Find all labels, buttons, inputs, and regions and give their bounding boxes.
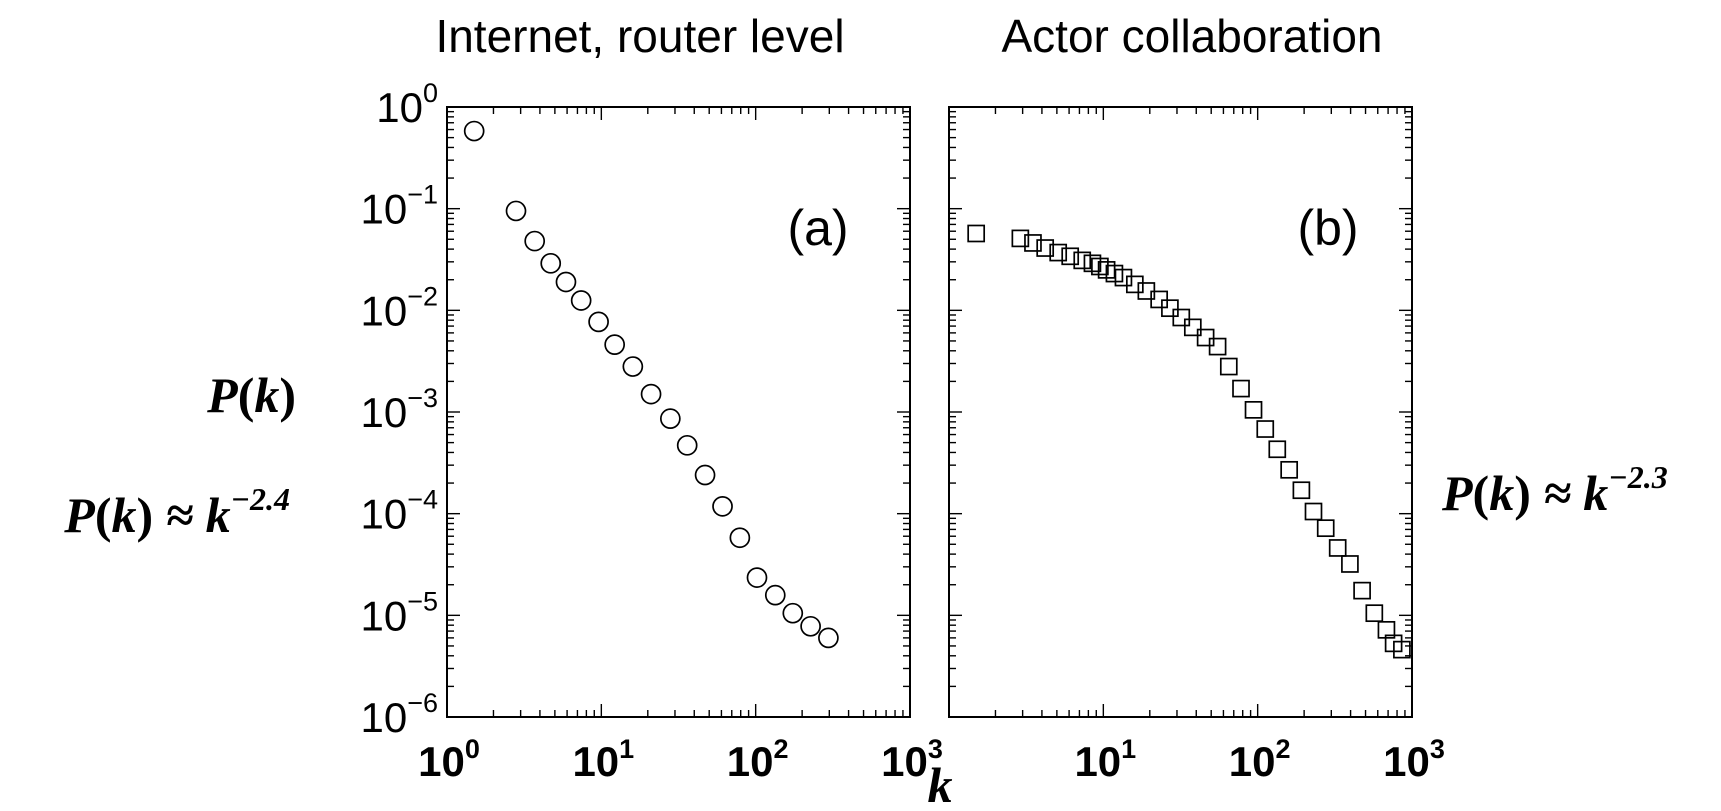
data-point [1316, 519, 1335, 538]
data-point [1219, 357, 1238, 376]
data-point [659, 408, 681, 430]
data-point [1232, 379, 1250, 398]
data-point [604, 334, 626, 355]
data-point [1024, 234, 1042, 252]
data-point [1105, 264, 1124, 283]
x-axis-label: k [928, 757, 953, 811]
data-point [1114, 268, 1133, 287]
data-point [1091, 257, 1109, 276]
data-point [1341, 555, 1359, 573]
data-point [1196, 328, 1215, 347]
panel-b-x-tick-labels: 101 102 103 [1074, 734, 1444, 785]
data-point [505, 200, 527, 222]
y-tick-labels: 100 10−1 10−2 10−3 10−4 10−5 10−6 [360, 78, 438, 741]
data-point [818, 627, 839, 649]
y-tick-label: 10−4 [360, 485, 438, 538]
data-point [1393, 640, 1411, 659]
x-tick-label: 100 [418, 734, 480, 785]
data-point [1304, 502, 1323, 521]
data-point [1049, 243, 1068, 262]
y-tick-label: 10−1 [360, 180, 438, 233]
data-point [1073, 251, 1092, 270]
data-point [570, 290, 592, 311]
data-point [1256, 420, 1275, 438]
data-point [622, 356, 644, 377]
data-point [1244, 400, 1263, 419]
panel-b-points [967, 224, 1411, 659]
data-point [764, 584, 786, 606]
panel-a-frame [446, 106, 911, 718]
panel-b-frame [948, 106, 1413, 718]
x-tick-label: 101 [1074, 734, 1136, 785]
data-point [1036, 239, 1055, 257]
panel-a-ticks [446, 106, 911, 718]
panel-a-x-tick-labels: 100 101 102 103 [418, 734, 943, 785]
panel-b-title: Actor collaboration [1002, 10, 1383, 62]
data-point [1365, 604, 1384, 623]
x-tick-label: 101 [572, 734, 634, 785]
data-point [1061, 247, 1080, 266]
data-point [640, 383, 662, 405]
data-point [967, 224, 986, 243]
data-point [1292, 481, 1311, 500]
data-point [729, 527, 751, 549]
panel-b-ticks [948, 106, 1413, 718]
data-point [524, 230, 546, 252]
data-point [712, 496, 733, 517]
y-tick-label: 10−6 [360, 688, 438, 741]
data-point [463, 120, 485, 142]
data-point [1172, 308, 1191, 327]
panel-a-fit-annotation: P(k) ≈ k−2.4 [63, 481, 290, 543]
panel-a-annotation-text: P(k) ≈ k−2.4 [63, 481, 290, 543]
y-axis-label: P(k) [206, 367, 296, 423]
y-tick-label: 100 [376, 78, 438, 131]
y-axis-label-text: P(k) [206, 367, 296, 423]
panel-b-label: (b) [1297, 200, 1358, 256]
data-point [1183, 318, 1202, 337]
panel-a-label: (a) [787, 200, 848, 256]
y-tick-label: 10−2 [360, 281, 438, 334]
y-tick-label: 10−5 [360, 586, 438, 639]
x-tick-label: 102 [727, 734, 789, 785]
data-point [1208, 337, 1227, 356]
panel-a-title: Internet, router level [435, 10, 844, 62]
data-point [540, 252, 562, 274]
data-point [555, 271, 577, 293]
data-point [694, 464, 716, 486]
data-point [1280, 460, 1299, 479]
x-axis-label-text: k [928, 757, 953, 811]
data-point [1268, 440, 1287, 459]
data-point [588, 311, 609, 333]
panel-b-annotation-text: P(k) ≈ k−2.3 [1441, 459, 1668, 521]
data-point [746, 567, 768, 588]
data-point [1353, 581, 1371, 600]
data-point [1328, 539, 1347, 557]
x-tick-label: 103 [1383, 734, 1445, 785]
x-tick-label: 103 [881, 734, 943, 785]
data-point [1011, 229, 1030, 248]
x-tick-label: 102 [1229, 734, 1291, 785]
data-point [1125, 275, 1144, 294]
data-point [782, 602, 804, 624]
panel-b-fit-annotation: P(k) ≈ k−2.3 [1441, 459, 1668, 521]
panel-a-points [463, 120, 839, 649]
data-point [1161, 299, 1179, 318]
data-point [676, 434, 698, 456]
data-point [800, 615, 821, 637]
y-tick-label: 10−3 [360, 383, 438, 436]
